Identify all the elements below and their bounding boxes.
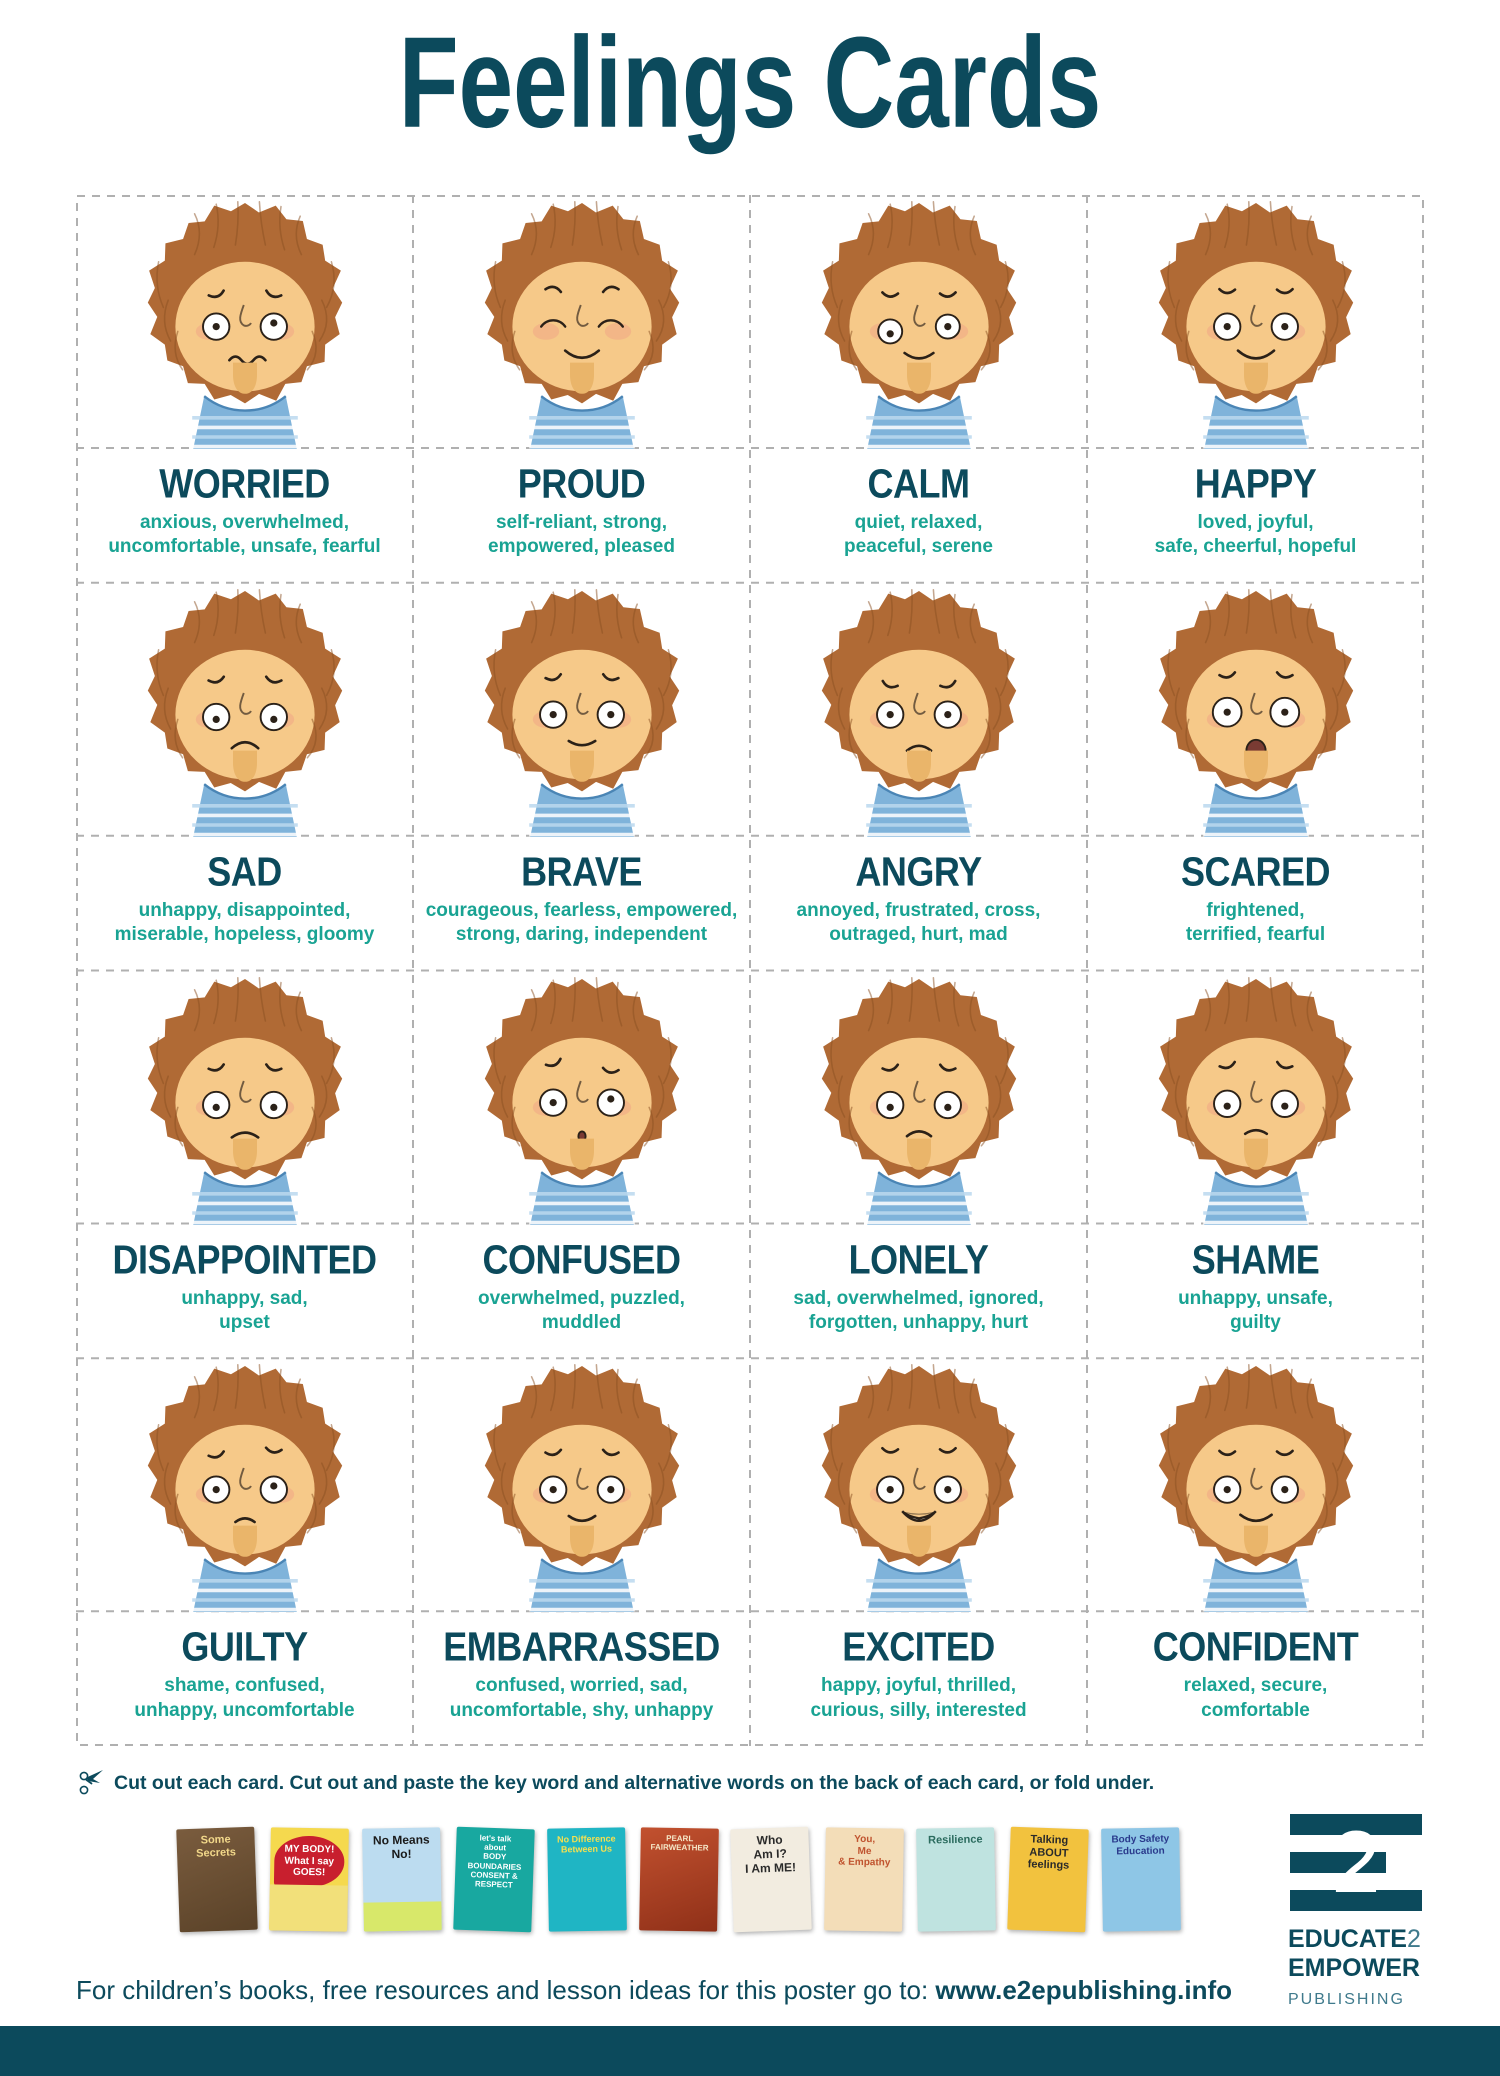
svg-text:2: 2 bbox=[1332, 1812, 1381, 1911]
